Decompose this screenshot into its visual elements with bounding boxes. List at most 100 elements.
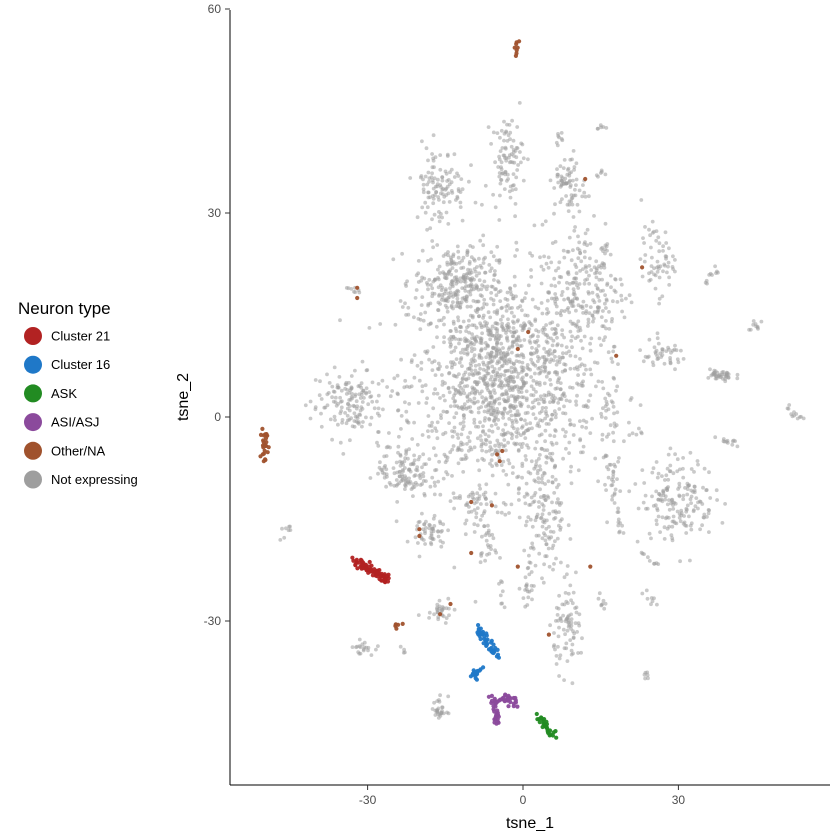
point-not-expressing bbox=[601, 324, 606, 329]
point-not-expressing bbox=[458, 421, 463, 426]
point-not-expressing bbox=[579, 650, 583, 655]
point-not-expressing bbox=[332, 414, 337, 419]
point-not-expressing bbox=[436, 361, 441, 366]
point-not-expressing bbox=[665, 515, 669, 520]
point-not-expressing bbox=[600, 437, 605, 442]
point-not-expressing bbox=[339, 405, 344, 410]
point-not-expressing bbox=[668, 463, 673, 468]
point-not-expressing bbox=[557, 260, 562, 265]
point-ask bbox=[545, 729, 550, 734]
point-not-expressing bbox=[609, 356, 614, 361]
point-not-expressing bbox=[343, 411, 347, 415]
point-not-expressing bbox=[652, 266, 656, 271]
point-not-expressing bbox=[499, 165, 503, 170]
point-not-expressing bbox=[494, 415, 498, 419]
point-not-expressing bbox=[447, 613, 451, 618]
point-not-expressing bbox=[336, 422, 340, 427]
point-not-expressing bbox=[559, 560, 563, 565]
point-not-expressing bbox=[330, 384, 335, 389]
point-not-expressing bbox=[616, 517, 621, 522]
point-not-expressing bbox=[394, 478, 399, 482]
point-not-expressing bbox=[495, 361, 500, 366]
point-not-expressing bbox=[468, 304, 473, 309]
point-not-expressing bbox=[537, 356, 542, 361]
point-not-expressing bbox=[398, 644, 403, 649]
point-not-expressing bbox=[688, 558, 692, 563]
point-not-expressing bbox=[656, 497, 661, 502]
point-not-expressing bbox=[437, 294, 441, 298]
point-not-expressing bbox=[452, 175, 457, 179]
point-not-expressing bbox=[550, 474, 555, 479]
point-not-expressing bbox=[438, 302, 442, 306]
point-not-expressing bbox=[489, 359, 494, 364]
point-not-expressing bbox=[462, 416, 466, 420]
point-not-expressing bbox=[654, 460, 659, 464]
point-not-expressing bbox=[504, 331, 508, 335]
point-not-expressing bbox=[511, 150, 516, 155]
point-not-expressing bbox=[569, 612, 573, 617]
point-not-expressing bbox=[442, 335, 446, 340]
point-not-expressing bbox=[408, 480, 413, 484]
point-not-expressing bbox=[546, 265, 551, 270]
point-not-expressing bbox=[527, 427, 531, 431]
point-not-expressing bbox=[678, 467, 682, 472]
point-not-expressing bbox=[562, 678, 566, 682]
point-ask bbox=[551, 730, 556, 735]
point-not-expressing bbox=[421, 318, 426, 323]
point-not-expressing bbox=[482, 524, 487, 529]
point-not-expressing bbox=[648, 233, 652, 238]
point-not-expressing bbox=[480, 551, 484, 555]
point-not-expressing bbox=[429, 529, 434, 534]
point-not-expressing bbox=[696, 462, 700, 467]
point-not-expressing bbox=[338, 440, 343, 445]
point-not-expressing bbox=[434, 324, 439, 329]
point-not-expressing bbox=[605, 520, 609, 525]
point-not-expressing bbox=[560, 197, 564, 202]
point-not-expressing bbox=[416, 280, 421, 284]
point-not-expressing bbox=[612, 501, 617, 505]
point-not-expressing bbox=[488, 352, 492, 357]
point-not-expressing bbox=[462, 279, 467, 284]
point-not-expressing bbox=[338, 411, 343, 416]
point-not-expressing bbox=[689, 501, 693, 505]
point-not-expressing bbox=[406, 456, 410, 461]
point-cluster-21 bbox=[378, 574, 383, 579]
point-not-expressing bbox=[516, 474, 521, 479]
point-not-expressing bbox=[612, 288, 617, 293]
point-not-expressing bbox=[660, 499, 665, 504]
point-not-expressing bbox=[433, 426, 438, 431]
point-not-expressing bbox=[615, 410, 620, 415]
point-asi-asj bbox=[511, 704, 516, 709]
point-not-expressing bbox=[589, 336, 594, 341]
point-not-expressing bbox=[556, 180, 561, 185]
point-not-expressing bbox=[507, 357, 512, 362]
point-not-expressing bbox=[456, 436, 461, 440]
point-not-expressing bbox=[665, 502, 670, 507]
point-not-expressing bbox=[516, 318, 520, 322]
point-not-expressing bbox=[416, 401, 421, 405]
point-not-expressing bbox=[436, 285, 441, 290]
point-not-expressing bbox=[489, 266, 494, 271]
point-not-expressing bbox=[417, 554, 422, 559]
point-not-expressing bbox=[468, 277, 472, 281]
point-not-expressing bbox=[549, 260, 554, 265]
point-not-expressing bbox=[481, 261, 486, 265]
point-not-expressing bbox=[458, 392, 463, 397]
point-not-expressing bbox=[507, 511, 511, 515]
point-not-expressing bbox=[555, 613, 560, 617]
point-not-expressing bbox=[423, 210, 428, 215]
point-not-expressing bbox=[424, 526, 428, 530]
point-cluster-21 bbox=[354, 557, 359, 563]
point-not-expressing bbox=[403, 301, 407, 306]
point-not-expressing bbox=[586, 320, 591, 325]
point-not-expressing bbox=[486, 310, 491, 315]
point-not-expressing bbox=[548, 178, 553, 183]
point-not-expressing bbox=[723, 502, 727, 506]
point-not-expressing bbox=[645, 355, 650, 360]
point-not-expressing bbox=[457, 300, 462, 305]
point-not-expressing bbox=[580, 346, 585, 351]
point-not-expressing bbox=[613, 277, 617, 281]
point-not-expressing bbox=[447, 606, 451, 611]
point-cluster-21 bbox=[350, 555, 355, 560]
